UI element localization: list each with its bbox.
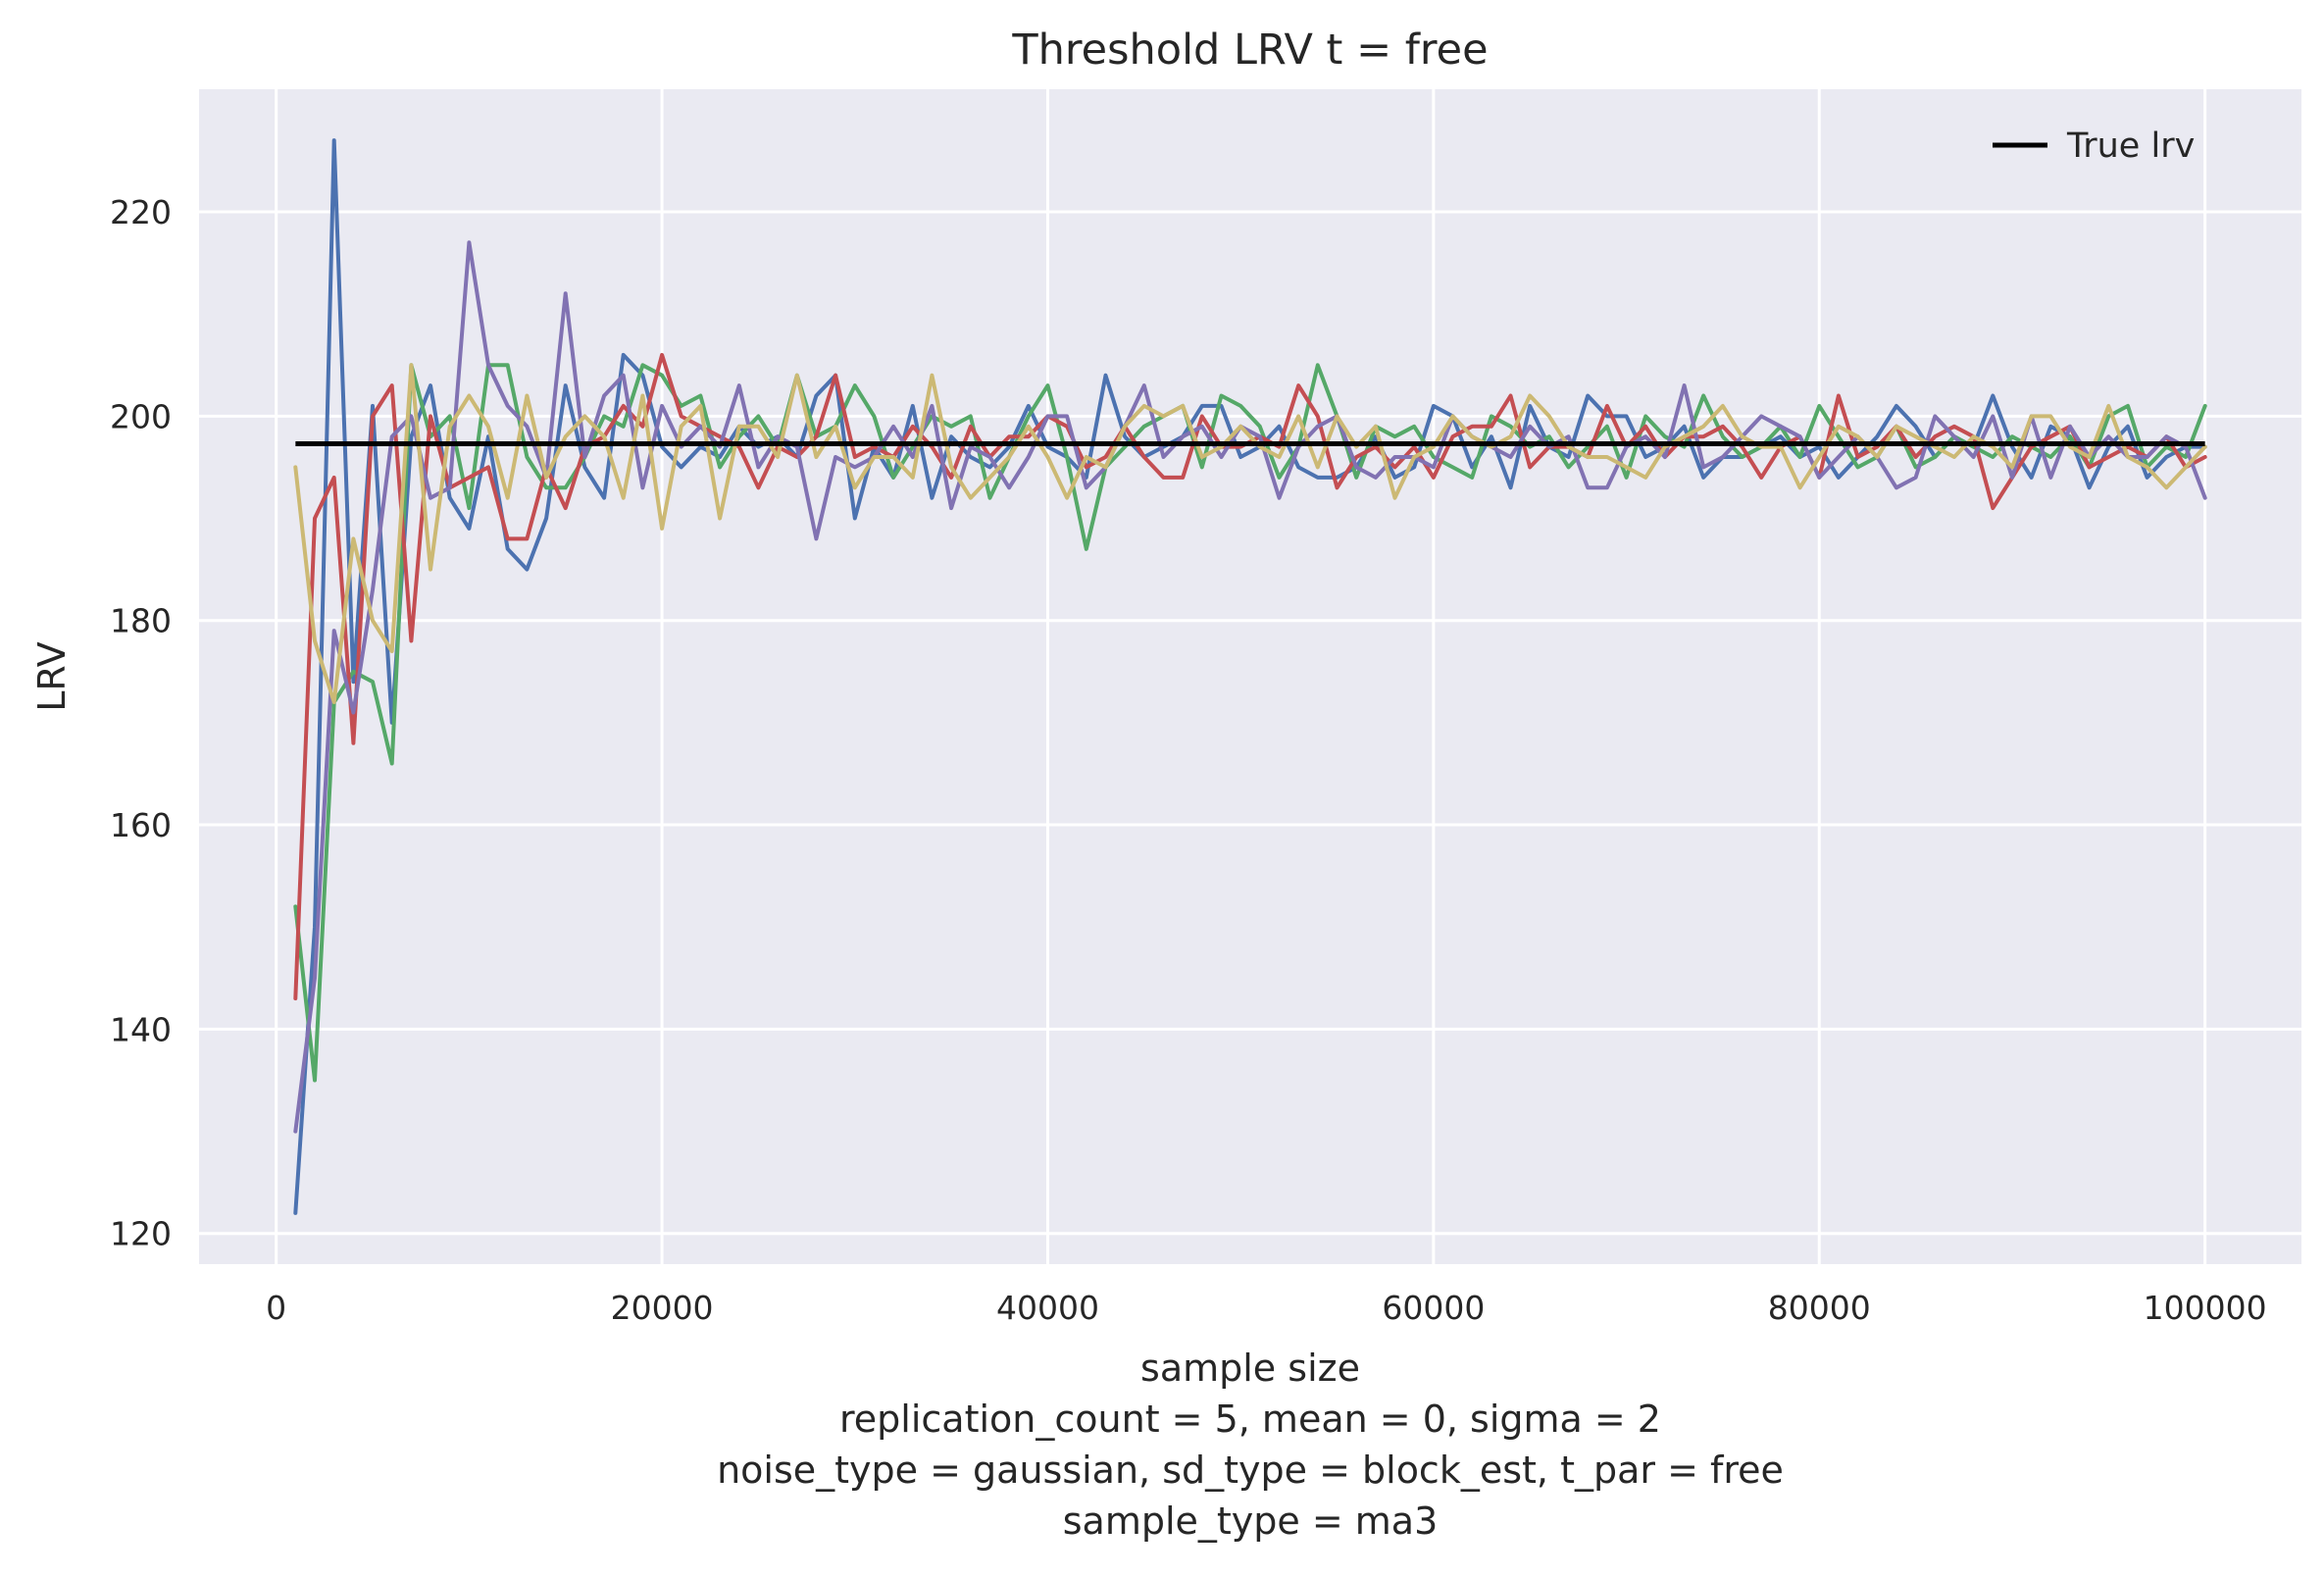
series-line-1 [293, 138, 2207, 1215]
y-tick-label: 220 [110, 193, 172, 231]
x-axis-label-line-1: replication_count = 5, mean = 0, sigma =… [839, 1398, 1661, 1441]
x-axis-label: sample size [1140, 1347, 1360, 1390]
x-axis-label-line-2: noise_type = gaussian, sd_type = block_e… [717, 1449, 1784, 1492]
chart-title: Threshold LRV t = free [1011, 25, 1488, 75]
grid [199, 89, 2301, 1264]
x-tick-label: 100000 [2144, 1289, 2267, 1327]
y-tick-label: 120 [110, 1215, 172, 1253]
legend: True lrv [1993, 127, 2195, 166]
y-axis: 120 140 160 180 200 220 [110, 193, 172, 1253]
x-tick-label: 80000 [1768, 1289, 1871, 1327]
x-tick-label: 0 [266, 1289, 286, 1327]
x-axis: 0 20000 40000 60000 80000 100000 [266, 1289, 2266, 1327]
x-tick-label: 40000 [996, 1289, 1099, 1327]
y-tick-label: 180 [110, 602, 172, 640]
x-tick-label: 60000 [1382, 1289, 1485, 1327]
y-tick-label: 200 [110, 397, 172, 435]
y-axis-label: LRV [30, 641, 74, 712]
legend-label-true-lrv: True lrv [2066, 127, 2195, 166]
x-axis-label-line-3: sample_type = ma3 [1063, 1500, 1439, 1543]
x-tick-label: 20000 [611, 1289, 714, 1327]
plot-area [199, 89, 2301, 1264]
series-line-4 [293, 240, 2207, 1134]
y-tick-label: 140 [110, 1010, 172, 1048]
y-tick-label: 160 [110, 806, 172, 844]
